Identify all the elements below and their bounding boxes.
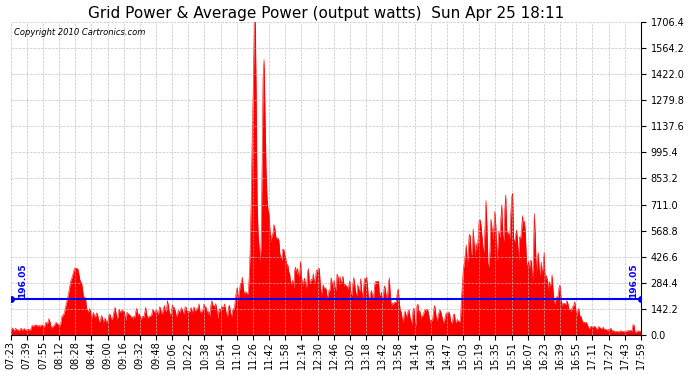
Text: 196.05: 196.05 bbox=[19, 263, 28, 298]
Title: Grid Power & Average Power (output watts)  Sun Apr 25 18:11: Grid Power & Average Power (output watts… bbox=[88, 6, 564, 21]
Text: 196.05: 196.05 bbox=[629, 263, 638, 298]
Text: Copyright 2010 Cartronics.com: Copyright 2010 Cartronics.com bbox=[14, 28, 145, 37]
